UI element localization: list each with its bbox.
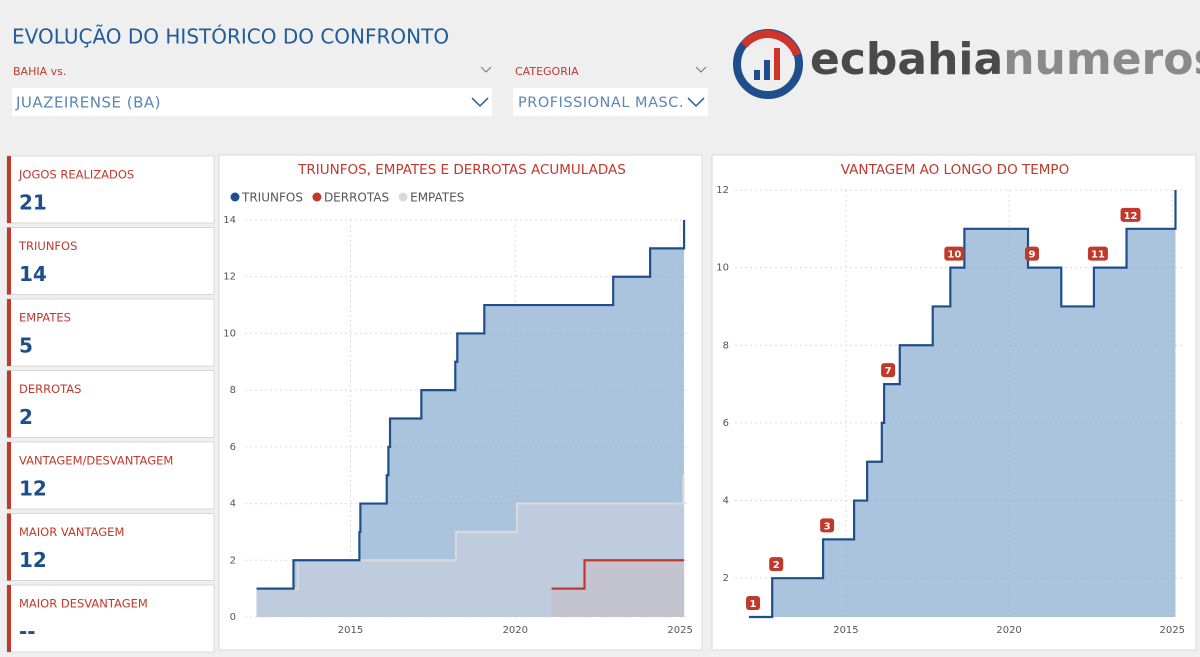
value-label: 11 <box>1091 250 1105 261</box>
step-line <box>749 190 1177 619</box>
y-tick-label: 14 <box>223 215 236 226</box>
value-label-box <box>1120 207 1141 222</box>
y-tick-label: 2 <box>230 555 236 566</box>
card-accent <box>7 299 11 366</box>
card-value: 12 <box>19 477 47 501</box>
x-tick-label: 2015 <box>338 625 363 636</box>
legend-marker <box>312 192 322 202</box>
card-value: 2 <box>19 405 33 429</box>
card-accent <box>7 585 11 652</box>
logo: ecbahianumeros <box>733 29 1200 99</box>
logo-bar <box>774 48 780 80</box>
legend-label: DERROTAS <box>324 191 389 205</box>
x-tick-label: 2020 <box>996 625 1021 636</box>
y-tick-label: 12 <box>223 272 236 283</box>
card-accent <box>7 442 11 509</box>
dropdown[interactable] <box>513 88 708 116</box>
card <box>6 227 215 295</box>
card-value: 14 <box>19 262 47 286</box>
y-tick-label: 8 <box>230 385 236 396</box>
card-label: TRIUNFOS <box>18 239 77 253</box>
card <box>6 584 215 653</box>
logo-arc <box>740 30 801 57</box>
dropdown[interactable] <box>12 88 492 116</box>
card-value: 21 <box>19 191 47 215</box>
chart-title: TRIUNFOS, EMPATES E DERROTAS ACUMULADAS <box>297 162 626 178</box>
value-label-box <box>1024 246 1039 261</box>
chevron <box>687 97 705 108</box>
logo-text: ecbahianumeros <box>810 34 1200 85</box>
card-label: JOGOS REALIZADOS <box>18 168 134 182</box>
y-tick-label: 10 <box>716 263 729 274</box>
y-tick-label: 6 <box>723 418 729 429</box>
filter-label: CATEGORIA <box>515 65 579 78</box>
y-tick-label: 8 <box>723 340 729 351</box>
value-label: 3 <box>824 521 831 532</box>
value-label-box <box>746 596 761 610</box>
value-label-box <box>944 246 965 261</box>
legend-marker <box>398 192 408 202</box>
card-value: -- <box>19 620 36 644</box>
value-label: 1 <box>750 599 757 610</box>
card-value: 5 <box>19 334 33 358</box>
value-label: 12 <box>1124 211 1138 222</box>
x-tick-label: 2015 <box>833 625 858 636</box>
value-label-box <box>881 363 896 378</box>
card <box>6 298 215 367</box>
x-tick-label: 2020 <box>503 625 528 636</box>
page-title: EVOLUÇÃO DO HISTÓRICO DO CONFRONTO <box>12 25 449 49</box>
card-label: EMPATES <box>19 311 71 325</box>
card-accent <box>7 156 11 223</box>
card-accent <box>7 370 11 438</box>
legend-label: TRIUNFOS <box>241 191 303 205</box>
chevron <box>471 97 489 108</box>
step-line <box>256 220 686 590</box>
y-tick-label: 0 <box>230 612 236 623</box>
card-label: DERROTAS <box>19 382 81 396</box>
card-label: VANTAGEM/DESVANTAGEM <box>19 454 173 468</box>
step-line <box>256 474 685 590</box>
logo-bar <box>754 70 760 80</box>
y-tick-label: 10 <box>223 328 236 339</box>
value-label: 10 <box>947 250 961 261</box>
logo-bar <box>764 60 770 80</box>
chevron <box>695 66 707 73</box>
y-tick-label: 2 <box>723 573 729 584</box>
card-value: 12 <box>19 548 47 572</box>
card <box>6 513 215 581</box>
y-tick-label: 6 <box>230 442 236 453</box>
x-tick-label: 2025 <box>667 625 692 636</box>
legend-label: EMPATES <box>410 191 464 205</box>
value-label-box <box>769 557 784 572</box>
value-label: 9 <box>1029 250 1036 261</box>
card <box>6 441 215 510</box>
y-tick-label: 4 <box>230 499 236 510</box>
card-accent <box>7 513 11 581</box>
filter-label: BAHIA vs. <box>13 65 66 78</box>
filter-value: JUAZEIRENSE (BA) <box>15 94 161 112</box>
y-tick-label: 4 <box>723 496 729 507</box>
card-label: MAIOR VANTAGEM <box>19 525 124 539</box>
value-label: 2 <box>773 560 780 571</box>
value-label-box <box>820 518 835 533</box>
x-tick-label: 2025 <box>1159 625 1184 636</box>
y-tick-label: 12 <box>716 185 729 196</box>
card-accent <box>7 227 11 295</box>
legend-marker <box>230 192 240 202</box>
logo-part: numeros <box>1003 34 1200 85</box>
chart-title: VANTAGEM AO LONGO DO TEMPO <box>841 162 1069 178</box>
card-label: MAIOR DESVANTAGEM <box>19 597 148 611</box>
area <box>256 475 685 617</box>
filter-value: PROFISSIONAL MASC. <box>518 95 684 111</box>
cards: JOGOS REALIZADOS 21 TRIUNFOS 14 EMPATES 5 DERR… <box>6 155 215 653</box>
chevron <box>480 66 492 73</box>
step-line <box>551 559 685 590</box>
logo-part: ecbahia <box>810 34 1003 85</box>
value-label: 7 <box>885 366 892 377</box>
card <box>6 370 215 438</box>
value-label-box <box>1087 246 1108 261</box>
area <box>749 190 1176 617</box>
